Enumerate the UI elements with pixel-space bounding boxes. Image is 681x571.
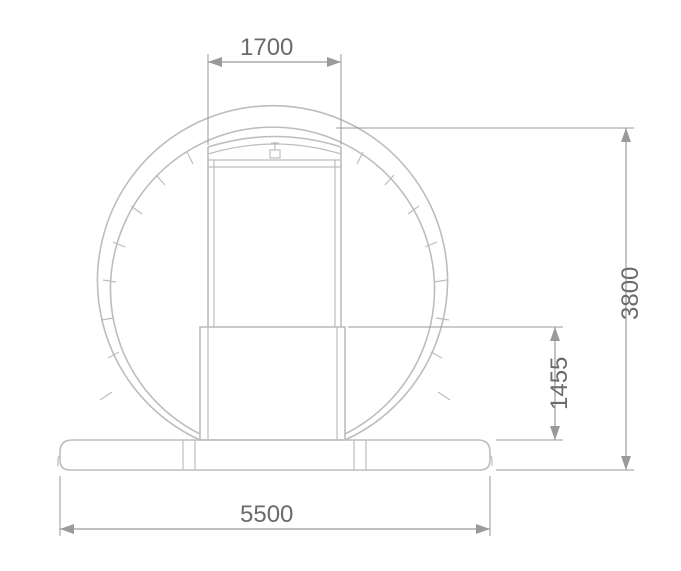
dim-3800: 3800 [336,128,644,470]
technical-drawing: 1700 5500 3800 1455 [0,0,681,571]
dim-1700-label: 1700 [240,34,293,61]
dim-5500: 5500 [60,476,490,536]
dim-1700: 1700 [208,34,341,145]
base-platform [58,440,492,470]
door-plinth [200,327,345,440]
dome-shell [97,106,450,440]
dim-1455-label: 1455 [546,357,573,410]
dim-3800-label: 3800 [617,267,644,320]
door-opening [208,137,341,328]
dim-1455: 1455 [348,327,573,440]
dim-5500-label: 5500 [240,501,293,528]
